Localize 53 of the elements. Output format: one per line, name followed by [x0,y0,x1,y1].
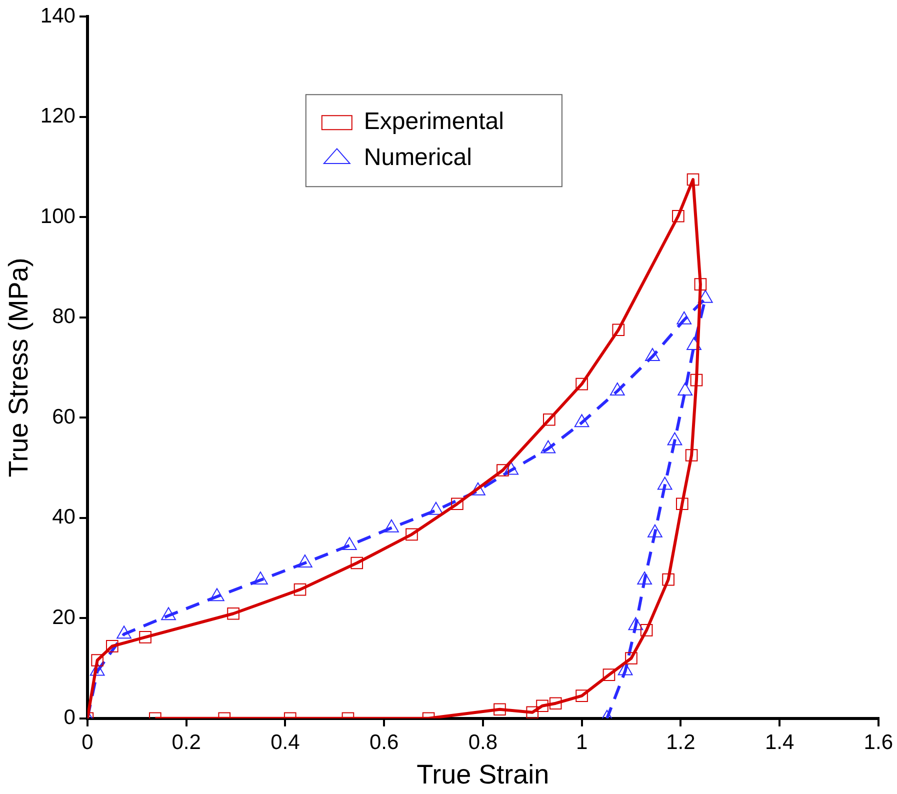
point [470,482,486,496]
x-tick-label: 1.2 [666,730,696,754]
y-tick-label: 0 [64,706,76,730]
point [116,626,132,639]
point [618,662,633,676]
point [667,432,682,446]
point [694,278,707,290]
point [676,311,692,324]
point [698,290,713,303]
x-axis-title: True Strain [416,759,550,790]
y-tick-label: 20 [52,606,76,629]
y-tick-label: 80 [52,305,76,328]
x-tick-label: 1 [576,730,588,754]
x-tick-label: 0.2 [172,730,201,754]
point [210,588,224,602]
y-tick-label: 100 [40,204,76,228]
y-tick-label: 60 [52,405,76,428]
x-tick-label: 1.6 [864,730,894,754]
point [645,348,660,361]
y-axis-title: True Stress (MPa) [4,258,34,478]
point [612,324,625,336]
x-tick-label: 1.4 [764,730,794,754]
point [253,572,268,585]
point [428,502,444,515]
point [90,662,105,676]
point [610,382,625,396]
x-tick-label: 0.8 [468,730,498,754]
y-tick-label: 140 [40,4,76,28]
point [543,413,556,426]
x-tick-label: 0.6 [369,730,399,754]
point [690,374,703,386]
y-tick-label: 120 [40,104,76,128]
y-tick-label: 40 [52,506,76,529]
point [574,414,590,428]
x-tick-label: 0.4 [270,730,300,754]
point [576,378,588,390]
legend-label: Experimental [364,108,504,136]
point [637,572,652,585]
point [342,536,357,550]
point [648,524,662,538]
point [678,382,693,396]
point [384,519,399,532]
point [686,173,700,186]
point [628,617,644,630]
point [161,607,176,620]
point [504,462,519,475]
point [686,336,702,350]
x-tick-label: 0 [82,730,94,754]
point [672,210,684,222]
legend-label: Numerical [364,144,472,172]
point [298,554,312,568]
point [540,440,556,454]
point [657,476,672,490]
